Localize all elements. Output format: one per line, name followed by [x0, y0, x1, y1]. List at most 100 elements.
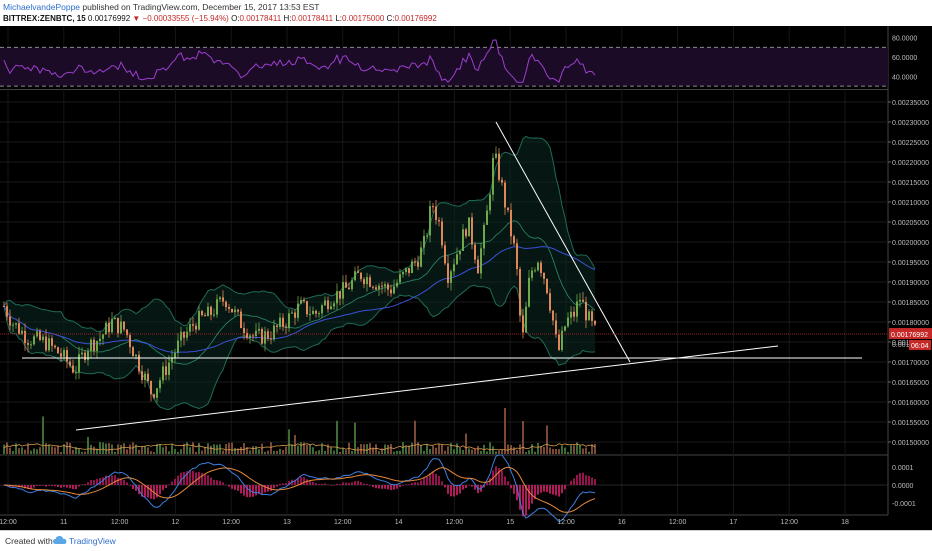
- candle-body: [114, 317, 116, 320]
- candle-body: [126, 329, 128, 336]
- candle-body: [66, 350, 68, 362]
- volume-bar: [276, 450, 278, 454]
- volume-bar: [6, 442, 8, 454]
- candle-body: [54, 345, 56, 348]
- open-value: 0.00178411: [239, 14, 282, 23]
- candle-body: [576, 301, 578, 317]
- volume-bar: [237, 448, 239, 454]
- volume-bar: [501, 450, 503, 454]
- candle-body: [396, 282, 398, 287]
- volume-bar: [588, 451, 590, 454]
- macd-histogram-bar: [66, 485, 68, 488]
- macd-histogram-bar: [420, 480, 422, 485]
- volume-bar: [81, 451, 83, 454]
- author-link[interactable]: MichaelvandePoppe: [3, 2, 81, 12]
- macd-histogram-bar: [285, 483, 287, 485]
- volume-bar: [360, 444, 362, 454]
- volume-bar: [261, 443, 263, 454]
- volume-bar: [75, 446, 77, 454]
- bollinger-fill: [4, 136, 595, 410]
- chart-canvas[interactable]: 0.00235000 0.00230000 0.00225000 0.00220000…: [0, 26, 932, 530]
- open-label: O:: [231, 14, 240, 23]
- price-change: ▼ −0.00033555 (−15.94%): [132, 14, 229, 23]
- macd-histogram-bar: [234, 485, 236, 490]
- candle-body: [282, 317, 284, 327]
- candle-body: [540, 262, 542, 273]
- volume-bar: [39, 447, 41, 454]
- candle-body: [39, 331, 41, 340]
- macd-histogram-bar: [246, 485, 248, 498]
- candle-body: [501, 179, 503, 183]
- macd-histogram-bar: [195, 472, 197, 485]
- candle-body: [537, 262, 539, 271]
- candle-body: [588, 311, 590, 321]
- candle-body: [444, 245, 446, 264]
- macd-histogram-bar: [303, 476, 305, 485]
- macd-histogram-bar: [528, 485, 530, 510]
- time-tick-label: 15: [506, 519, 514, 526]
- volume-bar: [15, 443, 17, 454]
- volume-bar: [429, 448, 431, 454]
- candle-body: [60, 353, 62, 357]
- volume-bar: [477, 445, 479, 454]
- macd-histogram-bar: [228, 485, 230, 487]
- candle-body: [384, 284, 386, 287]
- volume-bar: [96, 449, 98, 454]
- macd-histogram-bar: [57, 485, 59, 488]
- macd-histogram-bar: [141, 485, 143, 497]
- macd-histogram-bar: [87, 482, 89, 485]
- volume-bar: [297, 445, 299, 454]
- macd-histogram-bar: [438, 476, 440, 485]
- volume-bar: [378, 451, 380, 454]
- candle-body: [561, 330, 563, 350]
- volume-bar: [486, 451, 488, 454]
- candle-body: [105, 322, 107, 335]
- macd-histogram-bar: [156, 485, 158, 498]
- price-tick-label: 0.00185000: [892, 300, 929, 307]
- macd-histogram-bar: [144, 485, 146, 498]
- volume-bar: [180, 449, 182, 454]
- candle-body: [141, 371, 143, 380]
- volume-bar: [513, 447, 515, 454]
- candle-body: [570, 311, 572, 318]
- candle-body: [171, 357, 173, 363]
- candle-body: [99, 338, 101, 342]
- volume-bar: [573, 445, 575, 454]
- candle-body: [366, 277, 368, 285]
- candle-body: [450, 271, 452, 283]
- macd-tick-label: -0.0001: [892, 501, 916, 508]
- macd-histogram-bar: [120, 478, 122, 485]
- high-label: H:: [283, 14, 292, 23]
- macd-histogram-bar: [21, 485, 23, 488]
- candle-body: [465, 229, 467, 237]
- macd-histogram-bar: [435, 473, 437, 485]
- candle-body: [84, 352, 86, 361]
- macd-histogram-bar: [213, 479, 215, 485]
- macd-histogram-bar: [180, 472, 182, 485]
- candle-body: [441, 221, 443, 246]
- candle-body: [321, 305, 323, 314]
- time-tick-label: 11: [60, 519, 67, 526]
- volume-bar: [381, 448, 383, 454]
- macd-histogram-bar: [219, 480, 221, 485]
- macd-histogram-bar: [111, 475, 113, 485]
- candle-body: [210, 306, 212, 315]
- macd-histogram-bar: [549, 485, 551, 494]
- volume-bar: [66, 441, 68, 454]
- macd-histogram-bar: [330, 485, 332, 486]
- candle-body: [150, 380, 152, 395]
- candle-body: [225, 301, 227, 308]
- macd-histogram-bar: [471, 485, 473, 487]
- macd-histogram-bar: [126, 482, 128, 485]
- macd-histogram-bar: [288, 480, 290, 485]
- candle-body: [186, 331, 188, 338]
- volume-bar: [351, 450, 353, 454]
- candle-body: [12, 324, 14, 326]
- candle-body: [546, 278, 548, 294]
- candle-body: [294, 312, 296, 318]
- candle-body: [138, 354, 140, 372]
- time-tick-label: 18: [841, 519, 849, 526]
- volume-bar: [357, 447, 359, 454]
- tradingview-link[interactable]: TradingView: [69, 536, 116, 546]
